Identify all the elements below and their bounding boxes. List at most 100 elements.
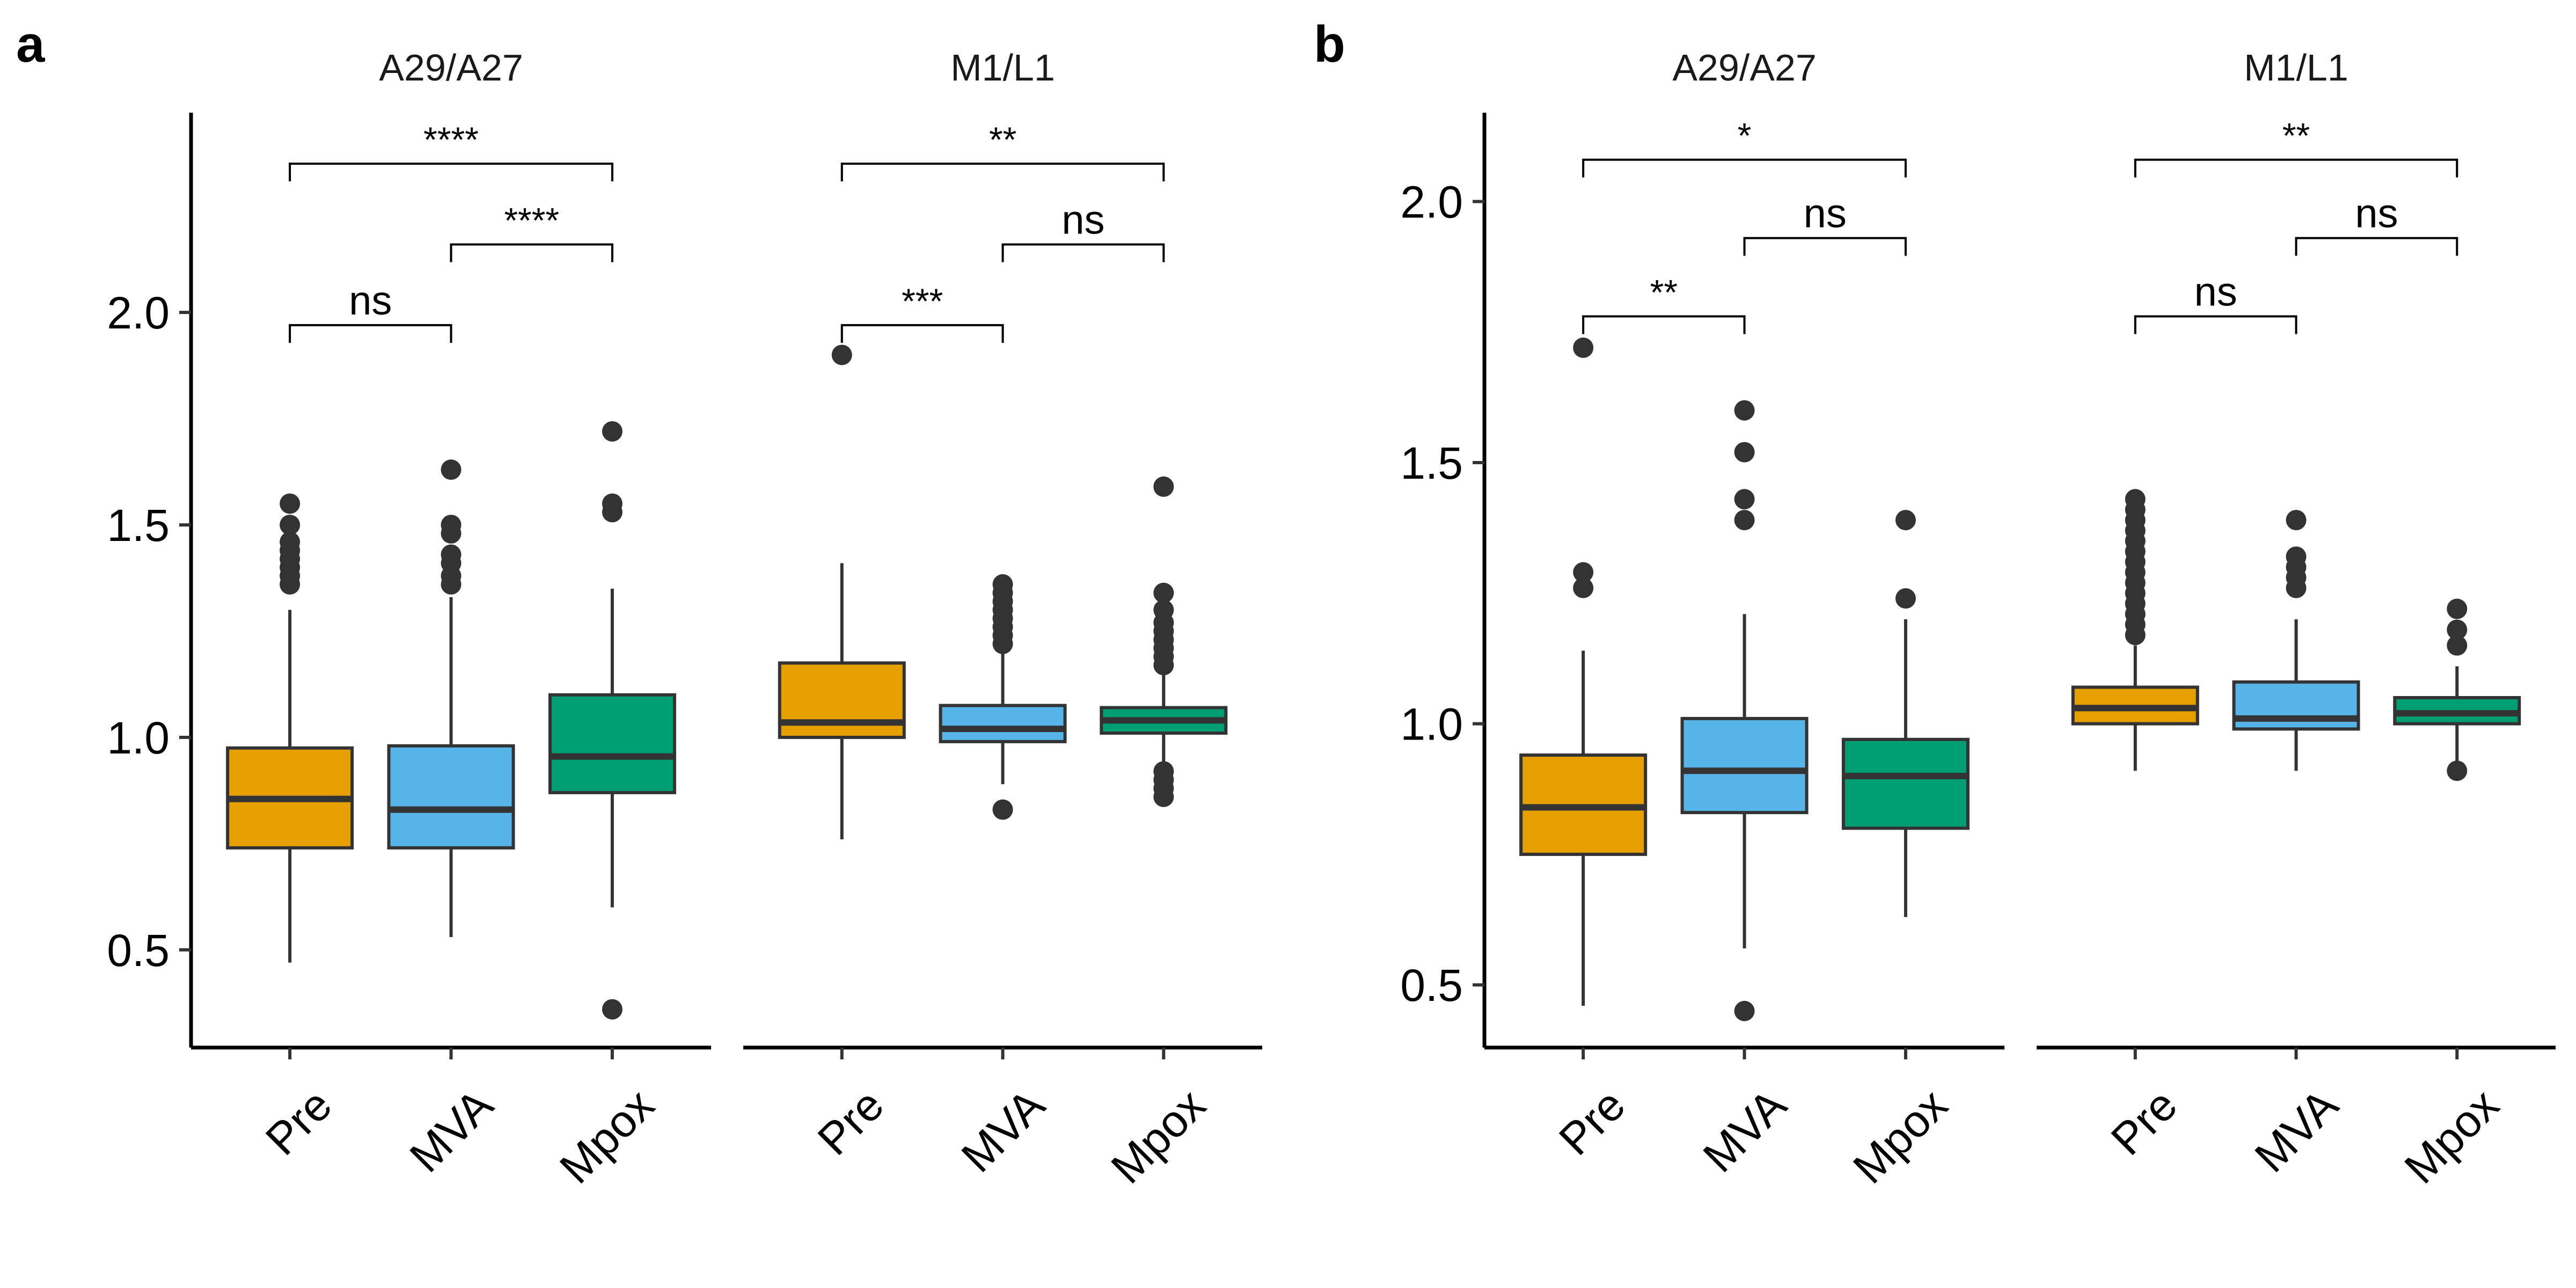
outlier-point (992, 574, 1013, 595)
outlier-point (441, 544, 462, 565)
bracket-line (1582, 158, 1907, 178)
box-iqr (778, 661, 906, 739)
outlier-point (1573, 577, 1594, 598)
box-iqr (939, 704, 1067, 743)
box-iqr (1680, 716, 1809, 815)
outlier-point (2447, 635, 2468, 656)
outlier-point (2286, 510, 2307, 531)
y-tick-label: 1.0 (1400, 699, 1463, 750)
bracket-line (2134, 315, 2297, 334)
outlier-point (1895, 588, 1916, 609)
outlier-point (1573, 337, 1594, 358)
facet-title: A29/A27 (379, 47, 523, 89)
outlier-point (992, 799, 1013, 820)
significance-label: **** (504, 200, 559, 240)
bracket-line (2134, 158, 2458, 178)
significance-label: ** (989, 120, 1016, 159)
x-tick-label: MVA (1693, 1079, 1796, 1182)
y-tick-label: 0.5 (1400, 960, 1463, 1011)
outlier-point (2447, 598, 2468, 619)
outlier-point (2447, 760, 2468, 781)
significance-label: ns (2194, 269, 2237, 315)
significance-bracket: ns (1001, 197, 1165, 262)
significance-label: ** (2282, 116, 2310, 156)
x-tick-label: Mpox (2395, 1079, 2508, 1193)
outlier-point (1734, 489, 1755, 510)
significance-bracket: ns (1743, 191, 1907, 256)
significance-bracket: ** (840, 120, 1165, 182)
box-pre (1519, 337, 1648, 1006)
bracket-line (2295, 237, 2458, 256)
x-tick-label: Mpox (550, 1079, 664, 1193)
y-tick-label: 0.5 (107, 925, 170, 976)
y-tick-label: 2.0 (1400, 177, 1463, 227)
x-tick-label: MVA (952, 1079, 1054, 1182)
significance-bracket: **** (289, 120, 613, 182)
significance-label: ns (1062, 197, 1104, 243)
x-tick-label: Pre (1549, 1079, 1635, 1165)
bracket-line (840, 324, 1004, 343)
box-mpox (548, 421, 676, 1020)
outlier-point (1153, 476, 1174, 497)
box-mva (939, 574, 1067, 820)
outlier-point (1153, 599, 1174, 620)
significance-label: ** (1650, 273, 1678, 312)
significance-label: ns (1804, 191, 1847, 237)
y-tick-label: 2.0 (107, 288, 170, 338)
box-mpox (2393, 598, 2521, 781)
outlier-point (441, 515, 462, 536)
y-tick-label: 1.0 (107, 713, 170, 763)
outlier-point (602, 493, 623, 514)
outlier-point (1734, 400, 1755, 421)
outlier-point (2125, 489, 2146, 510)
y-tick-label: 1.5 (107, 500, 170, 551)
x-tick-label: MVA (400, 1079, 502, 1182)
outlier-point (441, 459, 462, 480)
outlier-point (2286, 546, 2307, 567)
significance-label: ns (349, 278, 392, 324)
panel-label-b: b (1314, 16, 1345, 73)
significance-bracket: ** (2134, 116, 2458, 178)
outlier-point (602, 421, 623, 442)
outlier-point (1734, 1000, 1755, 1021)
outlier-point (1153, 582, 1174, 603)
box-iqr (548, 693, 676, 794)
bracket-line (1743, 237, 1907, 256)
facet-title: M1/L1 (950, 47, 1055, 89)
significance-bracket: ns (289, 278, 452, 343)
box-mpox (1100, 476, 1228, 807)
outlier-point (280, 493, 301, 514)
x-tick-label: Pre (2102, 1079, 2187, 1165)
outlier-point (2447, 619, 2468, 640)
y-tick-label: 1.5 (1400, 438, 1463, 488)
box-pre (778, 345, 906, 840)
box-pre (2071, 489, 2199, 771)
x-tick-label: MVA (2245, 1079, 2347, 1182)
significance-bracket: **** (450, 200, 613, 262)
box-mpox (1841, 510, 1970, 917)
outlier-point (1734, 510, 1755, 531)
significance-bracket: ns (2134, 269, 2297, 334)
outlier-point (831, 345, 852, 365)
box-iqr (387, 744, 515, 850)
box-mva (1680, 400, 1809, 1021)
outlier-point (280, 515, 301, 536)
outlier-point (1895, 510, 1916, 531)
significance-bracket: ** (1582, 273, 1746, 334)
bracket-line (1001, 243, 1165, 262)
x-tick-label: Mpox (1843, 1079, 1957, 1193)
outlier-point (1153, 761, 1174, 782)
x-tick-label: Pre (256, 1079, 341, 1165)
significance-label: * (1738, 116, 1752, 156)
significance-bracket: * (1582, 116, 1907, 178)
box-mva (387, 459, 515, 938)
significance-label: **** (423, 120, 479, 159)
significance-label: *** (902, 281, 943, 321)
panel-label-a: a (16, 16, 45, 73)
bracket-line (450, 243, 613, 262)
bracket-line (289, 324, 452, 343)
box-mva (2232, 510, 2360, 771)
bracket-line (1582, 315, 1746, 334)
